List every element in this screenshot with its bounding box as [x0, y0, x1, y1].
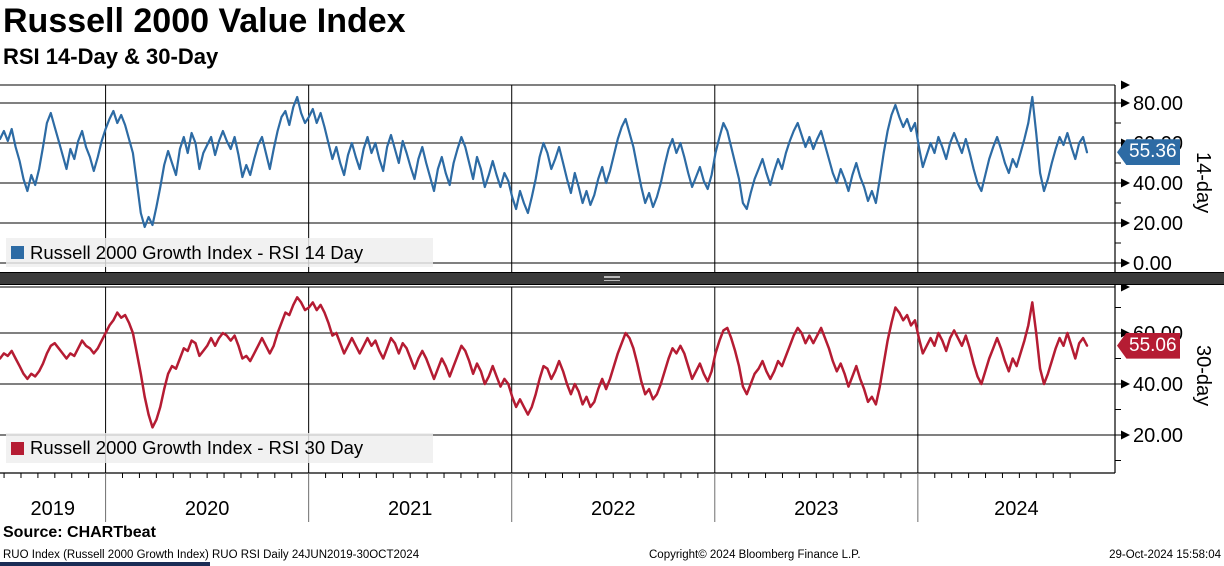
top-border-arrow: [1121, 80, 1130, 90]
source-text: Source: CHARTbeat: [3, 524, 156, 541]
right-axis-title-14day: 14-day: [1192, 152, 1214, 214]
legend-swatch-blue: [11, 246, 24, 259]
y-tick-arrow: [1121, 98, 1130, 108]
y-tick-arrow: [1121, 218, 1130, 228]
last-value-badge-14day: 55.36: [1117, 139, 1180, 166]
x-axis-year-label: 2021: [388, 498, 433, 520]
y-axis-tick-label: 20.00: [1133, 425, 1183, 447]
x-axis-year-label: 2019: [31, 498, 76, 520]
y-axis-tick-label: 20.00: [1133, 213, 1183, 235]
divider-drag-handle[interactable]: [599, 275, 625, 282]
rsi-series-line-30day: [0, 296, 1089, 429]
y-axis-tick-label: 40.00: [1133, 173, 1183, 195]
legend-label-14day: Russell 2000 Growth Index - RSI 14 Day: [30, 241, 364, 263]
bottom-edge-strip: [0, 562, 210, 566]
y-tick-arrow: [1121, 178, 1130, 188]
legend-label-30day: Russell 2000 Growth Index - RSI 30 Day: [30, 437, 364, 458]
y-tick-arrow: [1121, 379, 1130, 389]
panel-divider: [0, 272, 1224, 285]
right-axis-title-30day: 30-day: [1192, 345, 1214, 407]
x-axis-year-label: 2023: [794, 498, 839, 520]
legend-rsi-14day: Russell 2000 Growth Index - RSI 14 Day: [6, 238, 433, 267]
y-axis-tick-label: 80.00: [1133, 93, 1183, 115]
legend-swatch-red: [11, 441, 24, 455]
x-axis-year-label: 2022: [591, 498, 636, 520]
last-value-badge-30day: 55.06: [1117, 332, 1180, 359]
footer-timestamp: 29-Oct-2024 15:58:04: [1109, 549, 1221, 561]
footer-ticker-info: RUO Index (Russell 2000 Growth Index) RU…: [3, 549, 420, 561]
chart-title: Russell 2000 Value Index: [3, 2, 406, 40]
y-tick-arrow: [1121, 328, 1130, 338]
y-tick-arrow: [1121, 430, 1130, 440]
footer-copyright: Copyright© 2024 Bloomberg Finance L.P.: [649, 549, 861, 561]
legend-rsi-30day: Russell 2000 Growth Index - RSI 30 Day: [6, 433, 433, 463]
x-axis-year-label: 2024: [994, 498, 1039, 520]
y-axis-tick-label: 0.00: [1133, 253, 1172, 275]
y-tick-arrow: [1121, 258, 1130, 268]
chart-subtitle: RSI 14-Day & 30-Day: [3, 44, 219, 69]
y-axis-tick-label: 40.00: [1133, 374, 1183, 396]
rsi-series-line-14day: [0, 95, 1089, 229]
x-axis-year-label: 2020: [185, 498, 230, 520]
